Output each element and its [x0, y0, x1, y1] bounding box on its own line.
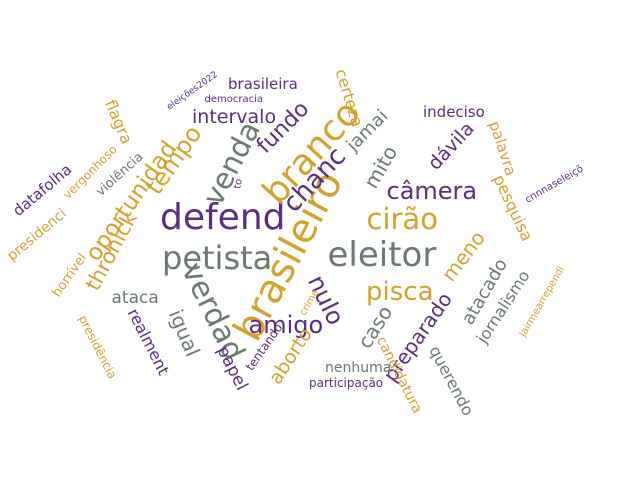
word-davila: dávila	[423, 117, 479, 175]
word-petista: petista	[162, 239, 273, 277]
word-intervalo: intervalo	[192, 105, 277, 128]
word-to: to	[232, 178, 245, 190]
word-querendo: querendo	[425, 342, 478, 419]
word-brasileira: brasileira	[228, 74, 298, 93]
word-nenhuma: nenhuma	[325, 360, 392, 376]
word-flagra: flagra	[100, 96, 137, 147]
word-pesquisa: pesquisa	[488, 171, 537, 245]
word-eleitor: eleitor	[327, 235, 437, 275]
word-participacao: participação	[309, 376, 384, 390]
word-palavra: palavra	[485, 118, 520, 178]
word-horrivel: horrível	[49, 250, 91, 300]
word-pisca: pisca	[366, 277, 434, 307]
word-camera: câmera	[386, 177, 478, 205]
word-presidencia: presidência	[75, 313, 120, 381]
word-democracia: democracia	[204, 94, 264, 105]
word-presidenci: presidenci	[4, 205, 70, 265]
word-indeciso: indeciso	[423, 102, 485, 121]
word-defend: defend	[160, 197, 286, 238]
word-cirao: cirão	[366, 201, 438, 236]
word-venda: venda	[195, 115, 267, 211]
word-ataca: ataca	[111, 287, 159, 308]
word-amigo: amigo	[248, 311, 324, 339]
word-cnnnaseleico: cnnnaseleiçõ	[522, 163, 585, 206]
